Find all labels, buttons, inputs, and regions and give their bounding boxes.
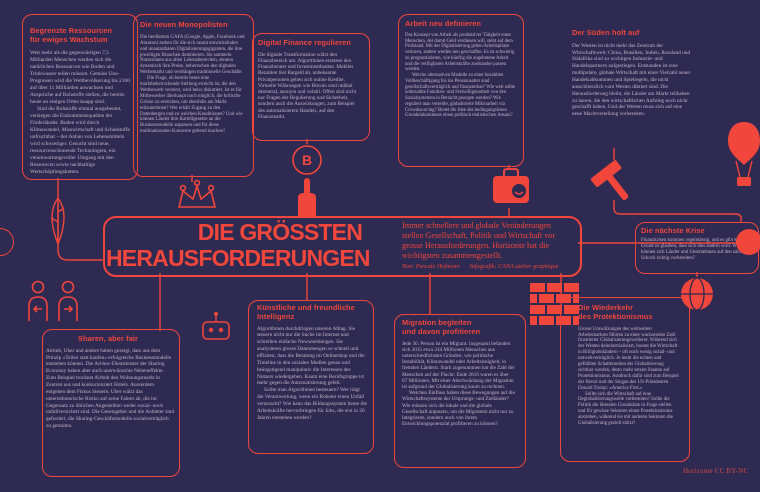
block-monopolisten-heading: Die neuen Monopolisten — [140, 20, 228, 29]
block-sueden-text: Der Westen ist nicht mehr das Zentrum de… — [572, 42, 691, 118]
svg-text:B: B — [302, 152, 312, 168]
block-protektionismus: Die Wiederkehr des Protektionismus Gross… — [578, 303, 679, 427]
page-title: DIE GRÖSSTEN HERAUSFORDERUNGEN — [106, 219, 371, 271]
credit-text-author: Text: Pascale Hofmeier — [402, 263, 461, 271]
block-arbeit: Arbeit neu definieren Das Konzept von Ar… — [405, 19, 516, 119]
credit-infographic-author: Infografik: CANA atelier graphique — [469, 263, 559, 271]
block-intelligenz-text: Algorithmen durchdringen unseren Alltag.… — [257, 325, 365, 387]
briefcase-icon — [490, 164, 532, 210]
bulb-bitcoin-hand-icon: B — [283, 142, 331, 216]
block-intelligenz-heading: Künstliche und freundliche — [257, 303, 355, 312]
page-title-line1: DIE GRÖSSTEN — [197, 219, 363, 245]
block-krise-heading: Die nächste Krise — [641, 226, 705, 235]
block-sueden: Der Süden holt auf Der Westen ist nicht … — [572, 28, 692, 118]
block-krise-text: Finanzkrisen kommen regelmässig, und es … — [641, 238, 751, 262]
block-migration-heading: Migration begleiten — [402, 318, 472, 327]
block-protektionismus-heading: Die Wiederkehr — [578, 303, 634, 312]
hammer-icon — [588, 158, 640, 206]
block-sharen-heading: Sharen, aber fair — [78, 334, 139, 343]
block-monopolisten: Die neuen Monopolisten Die berühmten GAF… — [140, 20, 245, 135]
block-migration-text: Jede 30. Person ist ein Migrant. Insgesa… — [402, 340, 515, 391]
block-ressourcen-heading: Begrenzte Ressourcen — [30, 26, 113, 35]
block-ressourcen: Begrenzte Ressourcen für ewiges Wachstum… — [30, 26, 130, 175]
block-sharen-text: Airbnb, Uber und andere haben gezeigt, d… — [46, 347, 174, 430]
people-exchange-icon — [26, 280, 80, 322]
block-intelligenz: Künstliche und freundliche Intelligenz A… — [257, 303, 368, 421]
block-krise: Die nächste Krise Finanzkrisen kommen re… — [641, 226, 753, 262]
globe-icon — [678, 272, 716, 312]
block-arbeit-heading: Arbeit neu definieren — [405, 19, 482, 28]
block-finance-text: Die digitale Transformation wälzt den Fi… — [258, 51, 357, 120]
block-finance-heading: Digital Finance regulieren — [258, 38, 351, 47]
block-migration: Migration begleiten und davon profitiere… — [402, 318, 515, 428]
brick-wall-icon — [530, 283, 580, 329]
credits: Text: Pascale Hofmeier Infografik: CANA … — [402, 263, 570, 270]
feather-icon — [44, 196, 72, 248]
page-title-line2: HERAUSFORDERUNGEN — [106, 244, 371, 271]
robot-icon — [198, 310, 234, 342]
block-ressourcen-text: Weit mehr als die gegenwärtigen 7,5 Mill… — [30, 49, 130, 105]
block-monopolisten-text: Die berühmten GAFA (Google, Apple, Faceb… — [140, 34, 245, 76]
red-ball-icon — [736, 229, 760, 255]
license-note: Horizonte CC BY-NC — [683, 467, 749, 475]
intro-block: Immer schnellere und globale Veränderung… — [402, 221, 570, 270]
block-sueden-heading: Der Süden holt auf — [572, 28, 640, 37]
crown-icon — [172, 178, 218, 212]
balloon-icon — [724, 120, 760, 196]
block-finance: Digital Finance regulieren Die digitale … — [258, 38, 362, 120]
intro-text: Immer schnellere und globale Veränderung… — [402, 221, 556, 261]
block-protektionismus-text: Grosse Umwälzungen des weltweiten Arbeit… — [578, 326, 679, 391]
block-arbeit-text: Das Konzept von Arbeit als produktiver T… — [405, 32, 515, 73]
block-sharen: Sharen, aber fair Airbnb, Uber und ander… — [46, 334, 174, 430]
edge-ring-icon — [0, 228, 14, 256]
